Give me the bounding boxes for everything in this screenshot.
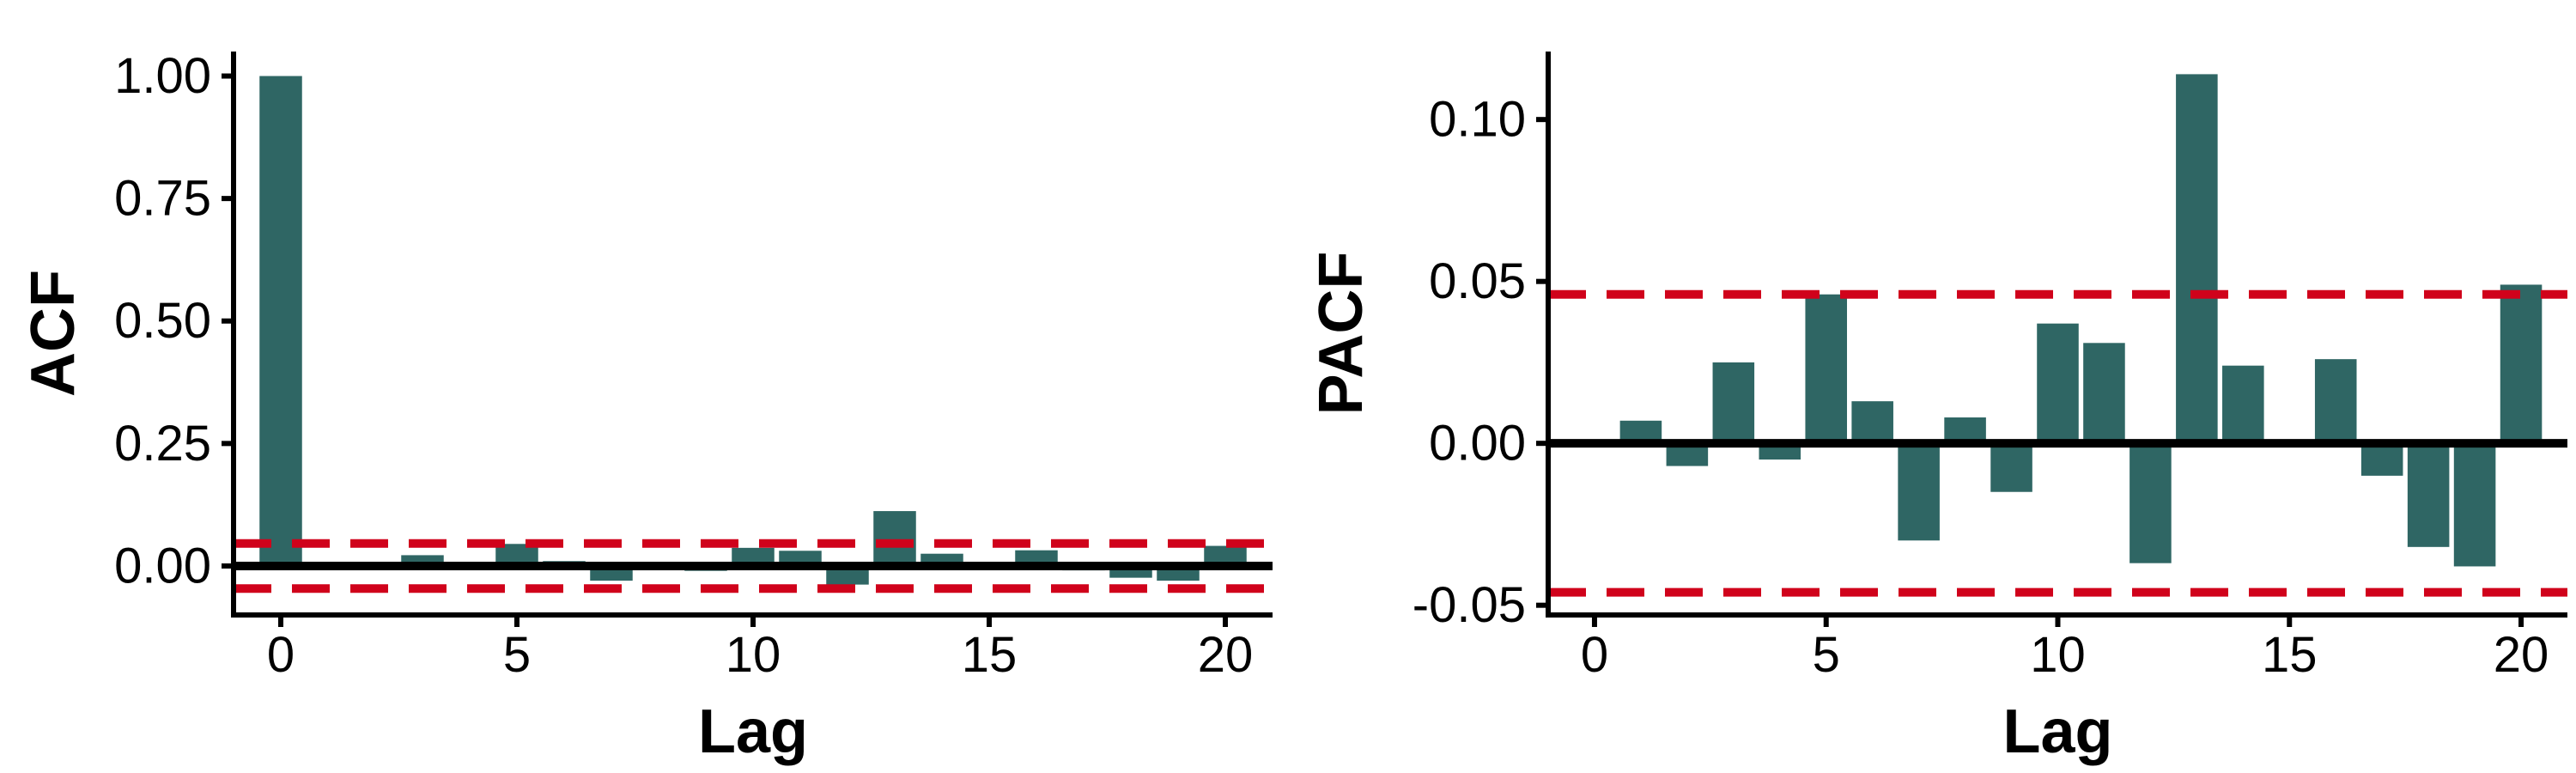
pacf-x-tick-label: 5 [1813,627,1840,683]
acf-x-tick-label: 5 [503,627,531,683]
acf-panel: 0.00 0.25 0.50 0.75 1.00 0 5 10 15 20 Lag ACF [19,48,1273,766]
acf-x-tick-label: 10 [726,627,781,683]
acf-x-tick-label: 20 [1198,627,1254,683]
pacf-bar-lag-20 [2500,284,2543,444]
pacf-y-tick-label: 0.00 [1429,416,1526,472]
acf-y-tick-label: 1.00 [114,48,211,104]
acf-y-axis-title: ACF [19,270,88,397]
pacf-y-tick-label: -0.05 [1413,577,1526,633]
acf-y-tick-label: 0.50 [114,293,211,349]
pacf-x-tick-label: 15 [2262,627,2318,683]
pacf-bar-lag-17 [2360,443,2403,476]
pacf-bar-lag-5 [1805,294,1848,444]
pacf-y-tick-label: 0.10 [1429,92,1526,148]
pacf-x-tick-label: 0 [1581,627,1608,683]
acf-bar-lag-0 [259,76,302,566]
pacf-bar-lag-13 [2176,74,2218,444]
acf-x-tick-label: 15 [962,627,1018,683]
pacf-bar-lag-14 [2222,365,2264,444]
pacf-bar-lag-8 [1944,417,1986,444]
pacf-bar-lag-6 [1851,401,1893,444]
pacf-x-tick-label: 10 [2030,627,2086,683]
acf-bar-lag-10 [732,547,775,566]
pacf-bar-lag-10 [2037,323,2079,444]
pacf-y-axis-title: PACF [1307,252,1376,416]
pacf-x-tick-label: 20 [2494,627,2549,683]
pacf-bar-lag-16 [2314,359,2357,444]
pacf-x-axis-title: Lag [2002,697,2112,766]
acf-bar-lag-20 [1204,545,1247,566]
acf-bar-lag-12 [826,565,869,585]
acf-y-tick-label: 0.25 [114,416,211,472]
acf-x-tick-label: 0 [267,627,295,683]
acf-bar-lag-13 [873,511,916,566]
acf-y-tick-label: 0.00 [114,538,211,593]
pacf-panel: -0.05 0.00 0.05 0.10 0 5 10 15 20 Lag PACF [1307,52,2567,766]
acf-x-axis-title: Lag [698,697,808,766]
pacf-bar-lag-3 [1712,362,1755,444]
pacf-bar-lag-19 [2453,443,2496,567]
pacf-bar-lag-7 [1898,443,1940,541]
pacf-y-tick-label: 0.05 [1429,253,1526,309]
pacf-bar-lag-18 [2407,443,2450,547]
pacf-bar-lag-11 [2083,343,2125,444]
acf-y-tick-label: 0.75 [114,171,211,227]
pacf-bar-lag-9 [1990,443,2032,492]
pacf-bar-lag-12 [2129,443,2172,563]
